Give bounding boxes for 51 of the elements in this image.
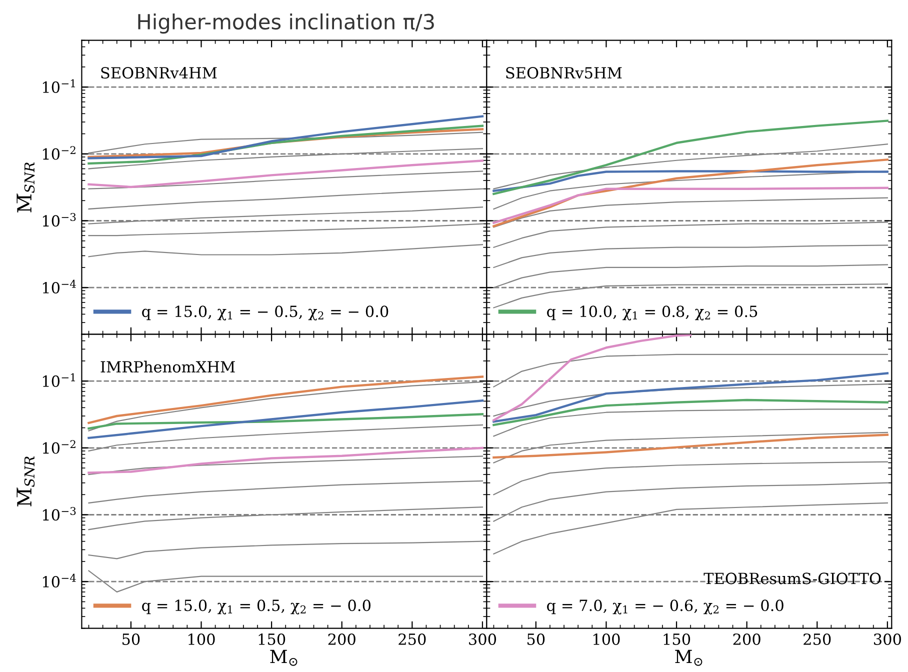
x-tick-label: 200 [328,633,356,646]
chart-title: Higher-modes inclination π/3 [138,13,434,34]
y-tick-label: 10$^{−4}$ [42,574,76,588]
y-tick-label: 10$^{−3}$ [42,506,76,521]
y-axis-title: M̅$_{SNR}$ [16,456,35,506]
x-tick-label: 300 [469,633,496,646]
y-tick-label: 10$^{−1}$ [42,79,75,93]
line-series [88,160,484,188]
legend-label: q = 7.0, χ$_{1}$ = − 0.6, χ$_{2}$ = − 0.0 [547,600,784,614]
x-tick-label: 150 [258,633,286,646]
y-tick-label: 10$^{−2}$ [42,440,76,454]
x-tick-label: 100 [188,633,215,646]
line-series [88,115,484,160]
line-series [88,540,484,560]
legend-label: q = 10.0, χ$_{1}$ = 0.8, χ$_{2}$ = 0.5 [547,306,758,320]
line-series [88,206,484,224]
line-series [88,244,484,258]
line-series [88,223,484,236]
x-tick-label: 50 [527,633,545,646]
line-series [88,188,484,210]
line-series [88,128,484,158]
line-series [88,376,484,424]
x-tick-label: 250 [398,633,426,646]
x-tick-label: 100 [593,633,620,646]
line-series [88,506,484,530]
legend-label: q = 15.0, χ$_{1}$ = − 0.5, χ$_{2}$ = − 0.0 [142,306,388,320]
y-tick-label: 10$^{−1}$ [42,373,75,387]
x-tick-label: 150 [664,633,690,646]
annotation: SEOBNRv4HM [101,67,217,79]
line-series [88,170,484,190]
line-series [88,413,484,430]
line-series [88,446,484,474]
annotation: IMRPhenomXHM [100,360,235,373]
line-series [88,399,484,440]
y-tick-label: 10$^{−3}$ [42,212,76,227]
line-series [88,381,484,432]
x-axis-title: M$_{⊙}$ [270,650,298,666]
x-axis-title: M$_{⊙}$ [675,650,702,666]
line-series [88,124,484,165]
y-tick-label: 10$^{−4}$ [42,280,76,294]
line-series [88,456,484,476]
annotation: TEOBResumS-GIOTTO [704,572,881,584]
y-axis-title: M̅$_{SNR}$ [16,162,35,212]
x-tick-label: 250 [804,633,831,646]
annotation: SEOBNRv5HM [506,67,622,79]
x-tick-label: 300 [874,633,902,646]
line-series [88,480,484,504]
x-tick-label: 50 [122,633,140,646]
legend-label: q = 15.0, χ$_{1}$ = 0.5, χ$_{2}$ = − 0.0 [142,600,370,614]
x-tick-label: 200 [733,633,760,646]
y-tick-label: 10$^{−2}$ [42,146,76,160]
